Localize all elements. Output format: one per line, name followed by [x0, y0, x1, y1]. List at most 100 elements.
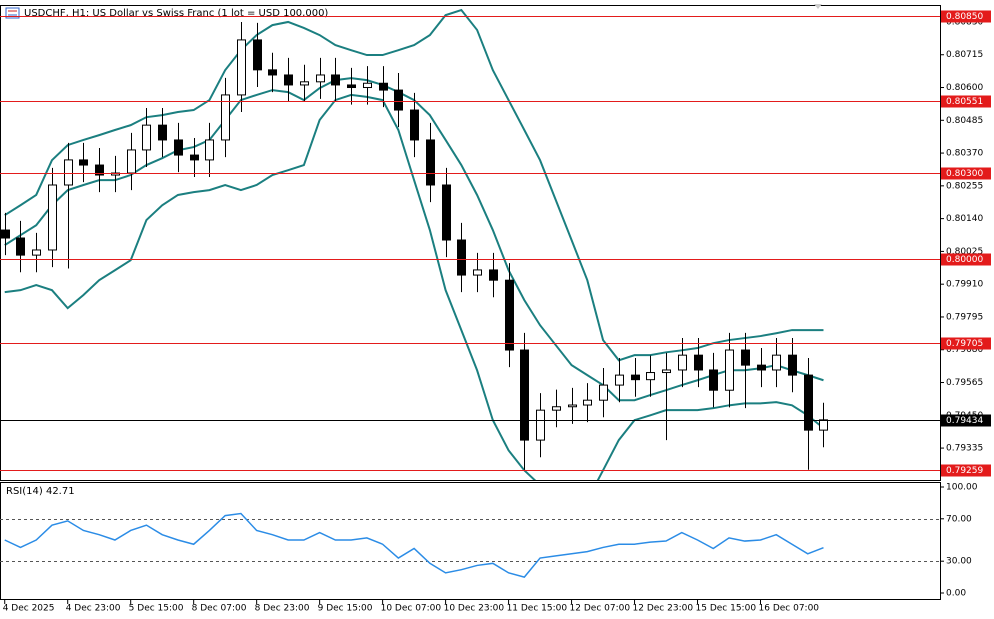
- rsi-tick-label: 100.00: [946, 483, 978, 493]
- y-tick-label: 0.79795: [946, 312, 983, 322]
- x-tick-label: 11 Dec 15:00: [507, 604, 568, 614]
- x-tick-label: 4 Dec 2025: [3, 604, 55, 614]
- candle-body: [268, 69, 277, 76]
- candle-body: [237, 39, 246, 96]
- candle-body: [725, 349, 734, 391]
- candle-body: [631, 374, 640, 381]
- level-label-box: [941, 167, 991, 180]
- x-tick-label: 16 Dec 07:00: [759, 604, 820, 614]
- candle-body: [646, 372, 655, 381]
- x-tick-label: 4 Dec 23:00: [66, 604, 121, 614]
- candle-body: [363, 82, 372, 89]
- x-tick-label: 8 Dec 23:00: [255, 604, 310, 614]
- candle-body: [426, 139, 435, 186]
- y-tick-label: 0.80255: [946, 181, 983, 191]
- candle-body: [473, 269, 482, 276]
- chart-title: USDCHF, H1: US Dollar vs Swiss Franc (1 …: [24, 8, 328, 19]
- rsi-title: RSI(14) 42.71: [6, 486, 75, 497]
- x-tick-label: 9 Dec 15:00: [318, 604, 373, 614]
- candle-body: [174, 139, 183, 156]
- candle-body: [568, 404, 577, 408]
- rsi-frame: [0, 482, 941, 600]
- candle-body: [678, 354, 687, 371]
- rsi-tick-label: 70.00: [946, 514, 972, 524]
- candle-body: [819, 419, 828, 431]
- candle-body: [16, 237, 25, 256]
- y-tick-label: 0.80600: [946, 83, 983, 93]
- candle-body: [95, 164, 104, 176]
- level-label-box: [941, 95, 991, 108]
- level-label-box: [941, 464, 991, 477]
- candle-body: [788, 354, 797, 376]
- candle-body: [772, 354, 781, 371]
- level-label: 0.79259: [946, 466, 983, 476]
- main-frame: [0, 5, 941, 481]
- x-tick-label: 12 Dec 07:00: [570, 604, 631, 614]
- x-tick-label: 10 Dec 07:00: [381, 604, 442, 614]
- candle-body: [536, 409, 545, 441]
- candle-body: [127, 149, 136, 174]
- candle-body: [694, 354, 703, 371]
- candle-body: [253, 39, 262, 71]
- candle-body: [48, 184, 57, 251]
- candle-body: [489, 269, 498, 281]
- candle-body: [158, 124, 167, 141]
- candle-body: [599, 384, 608, 401]
- shift-marker: [814, 4, 822, 9]
- y-tick-label: 0.79680: [946, 345, 983, 355]
- y-tick-label: 0.79335: [946, 444, 983, 454]
- x-tick-label: 8 Dec 07:00: [192, 604, 247, 614]
- level-label: 0.80551: [946, 97, 983, 107]
- candle-body: [520, 349, 529, 441]
- y-tick-label: 0.80140: [946, 214, 983, 224]
- candle-body: [205, 139, 214, 161]
- candle-body: [190, 154, 199, 161]
- candle-body: [662, 369, 671, 374]
- y-tick-label: 0.79565: [946, 378, 983, 388]
- candle-body: [394, 89, 403, 111]
- candle-body: [64, 159, 73, 186]
- candle-body: [615, 374, 624, 386]
- level-label: 0.79705: [946, 339, 983, 349]
- rsi-line: [4, 512, 824, 578]
- candle-body: [284, 74, 293, 86]
- y-tick-label: 0.80715: [946, 50, 983, 60]
- candle-body: [32, 249, 41, 256]
- level-label: 0.80000: [946, 255, 983, 265]
- candle-body: [221, 94, 230, 141]
- candle-body: [583, 399, 592, 406]
- candle-body: [552, 406, 561, 411]
- y-tick-label: 0.79910: [946, 280, 983, 290]
- candle-body: [347, 84, 356, 89]
- x-tick-label: 12 Dec 23:00: [633, 604, 694, 614]
- candle-body: [331, 74, 340, 86]
- y-tick-label: 0.80025: [946, 247, 983, 257]
- candle-body: [442, 184, 451, 241]
- symbol-icon: [5, 7, 20, 19]
- rsi-tick-label: 0.00: [946, 589, 966, 599]
- rsi-tick-label: 30.00: [946, 557, 972, 567]
- x-tick-label: 15 Dec 15:00: [696, 604, 757, 614]
- candle-body: [79, 159, 88, 166]
- level-label: 0.80300: [946, 169, 983, 179]
- candle-body: [757, 364, 766, 371]
- level-label: 0.80850: [946, 12, 983, 22]
- level-label-box: [941, 253, 991, 266]
- candle-body: [142, 124, 151, 151]
- candle-body: [1, 229, 10, 239]
- bollinger-lower: [4, 93, 825, 480]
- candle-body: [709, 369, 718, 391]
- candle-body: [410, 109, 419, 141]
- x-tick-label: 5 Dec 15:00: [129, 604, 184, 614]
- candle-body: [379, 82, 388, 91]
- candle-body: [457, 239, 466, 276]
- candle-body: [741, 349, 750, 366]
- candle-body: [316, 74, 325, 83]
- candle-body: [804, 374, 813, 431]
- current-price-label: 0.79434: [946, 416, 983, 426]
- candle-body: [505, 279, 514, 351]
- y-tick-label: 0.80485: [946, 116, 983, 126]
- level-label-box: [941, 10, 991, 23]
- candle-body: [300, 81, 309, 86]
